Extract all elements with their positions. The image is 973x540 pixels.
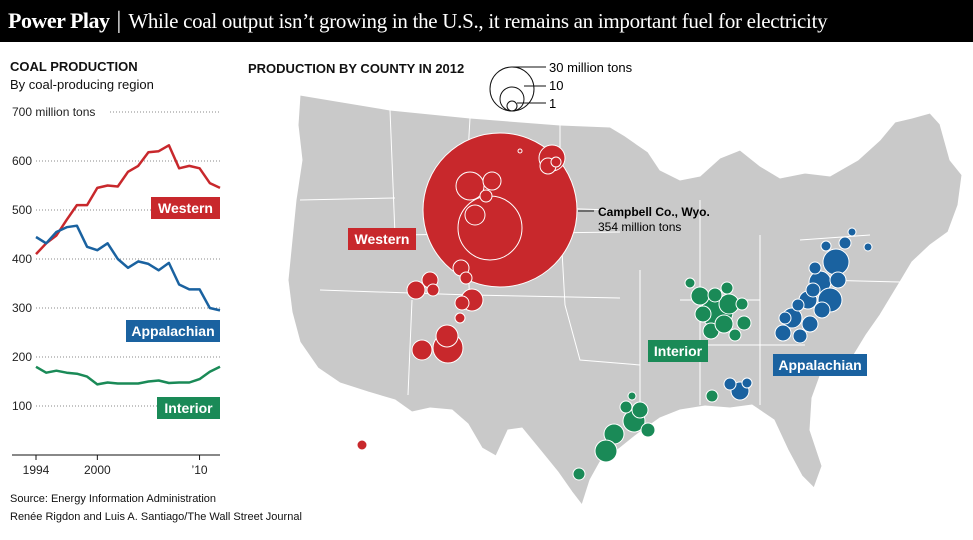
county-bubble: [694, 305, 712, 323]
line-chart-axis: 100 200 300 400 500 600 700 million tons 1994 20…: [12, 105, 220, 477]
coal-production-line-chart: 100 200 300 400 500 600 700 million tons 1994 20…: [12, 105, 221, 477]
x-tick-label: ’10: [192, 463, 208, 477]
map-label-western: Western: [348, 228, 416, 250]
us-land-shape: [287, 94, 963, 507]
county-bubble: [838, 236, 852, 250]
county-bubble: [454, 295, 470, 311]
map-label-interior-text: Interior: [654, 343, 703, 359]
county-bubble: [482, 171, 502, 191]
campbell-callout-value: 354 million tons: [598, 220, 681, 234]
map-label-interior: Interior: [648, 340, 708, 362]
county-bubble: [619, 400, 633, 414]
county-bubble: [791, 298, 805, 312]
y-tick-label: 700 million tons: [12, 105, 95, 119]
county-bubble: [774, 324, 792, 342]
size-legend-circle-30: [489, 66, 535, 112]
county-bubble: [863, 242, 873, 252]
county-bubble: [464, 204, 486, 226]
series-line-western: [35, 144, 221, 255]
y-tick-label: 600: [12, 154, 32, 168]
county-bubble: [736, 315, 752, 331]
county-bubble: [820, 240, 832, 252]
county-bubble: [406, 280, 426, 300]
size-legend-circle-1: [506, 100, 518, 112]
series-label-western: Western: [151, 197, 220, 219]
county-bubble: [805, 282, 821, 298]
county-bubble: [640, 422, 656, 438]
county-bubble: [720, 281, 734, 295]
county-bubble: [517, 148, 523, 154]
county-bubble: [627, 391, 637, 401]
county-bubble: [801, 315, 819, 333]
map-heading: PRODUCTION BY COUNTY IN 2012: [248, 61, 465, 76]
y-tick-label: 500: [12, 203, 32, 217]
title-separator: |: [116, 7, 122, 34]
brand-title: Power Play: [8, 8, 110, 33]
x-tick-label: 2000: [84, 463, 111, 477]
y-tick-label: 400: [12, 252, 32, 266]
county-bubble: [479, 189, 493, 203]
county-bubble: [714, 314, 734, 334]
county-bubble: [572, 467, 586, 481]
headline: While coal output isn’t growing in the U…: [128, 8, 828, 33]
line-chart-grid: [36, 111, 220, 407]
county-bubble: [356, 439, 368, 451]
county-bubble: [778, 311, 792, 325]
campbell-callout-name: Campbell Co., Wyo.: [598, 205, 710, 219]
map-label-appalachian: Appalachian: [773, 354, 867, 376]
county-bubble: [792, 328, 808, 344]
series-label-text: Interior: [164, 400, 213, 416]
credit-note: Renée Rigdon and Luis A. Santiago/The Wa…: [10, 511, 302, 523]
series-line-appalachian: [35, 224, 221, 312]
county-bubble: [690, 286, 710, 306]
size-legend-label-10: 10: [549, 78, 563, 93]
county-bubble: [684, 277, 696, 289]
series-line-interior: [35, 365, 221, 386]
county-bubble: [411, 339, 433, 361]
county-bubble: [847, 227, 857, 237]
series-label-text: Appalachian: [131, 323, 214, 339]
county-bubble: [705, 389, 719, 403]
source-note: Source: Energy Information Administratio…: [10, 493, 217, 505]
county-bubble: [723, 377, 737, 391]
county-bubble: [808, 261, 822, 275]
county-bubble: [594, 439, 618, 463]
bubble-size-legend: [489, 66, 546, 112]
y-tick-label: 300: [12, 301, 32, 315]
map-label-western-text: Western: [355, 231, 410, 247]
map-bubbles: [356, 132, 873, 481]
coal-production-heading: COAL PRODUCTION: [10, 59, 138, 74]
county-bubble: [457, 195, 523, 261]
y-tick-label: 200: [12, 350, 32, 364]
coal-production-subheading: By coal-producing region: [10, 77, 154, 92]
county-production-map: 30 million tons 10 1 Campbell Co., Wyo. …: [287, 60, 963, 507]
size-legend-circle-10: [499, 86, 525, 112]
county-bubble: [426, 283, 440, 297]
county-bubble: [735, 297, 749, 311]
county-bubble: [631, 401, 649, 419]
county-bubble: [435, 324, 459, 348]
county-bubble: [741, 377, 753, 389]
size-legend-label-1: 1: [549, 96, 556, 111]
size-legend-label-30: 30 million tons: [549, 60, 633, 75]
county-bubble: [459, 271, 473, 285]
series-label-text: Western: [158, 200, 213, 216]
x-tick-label: 1994: [23, 463, 50, 477]
line-chart-series-labels: Western Appalachian Interior: [126, 197, 220, 419]
county-bubble: [728, 328, 742, 342]
county-bubble: [454, 312, 466, 324]
county-bubble: [550, 156, 562, 168]
series-label-appalachian: Appalachian: [126, 320, 220, 342]
y-tick-label: 100: [12, 399, 32, 413]
title-banner: Power Play | While coal output isn’t gro…: [0, 0, 973, 42]
map-label-appalachian-text: Appalachian: [778, 357, 861, 373]
county-bubble: [822, 248, 850, 276]
county-bubble: [707, 287, 723, 303]
county-bubble: [813, 301, 831, 319]
line-chart-series: [35, 144, 221, 386]
county-bubble: [829, 271, 847, 289]
series-label-interior: Interior: [157, 397, 220, 419]
